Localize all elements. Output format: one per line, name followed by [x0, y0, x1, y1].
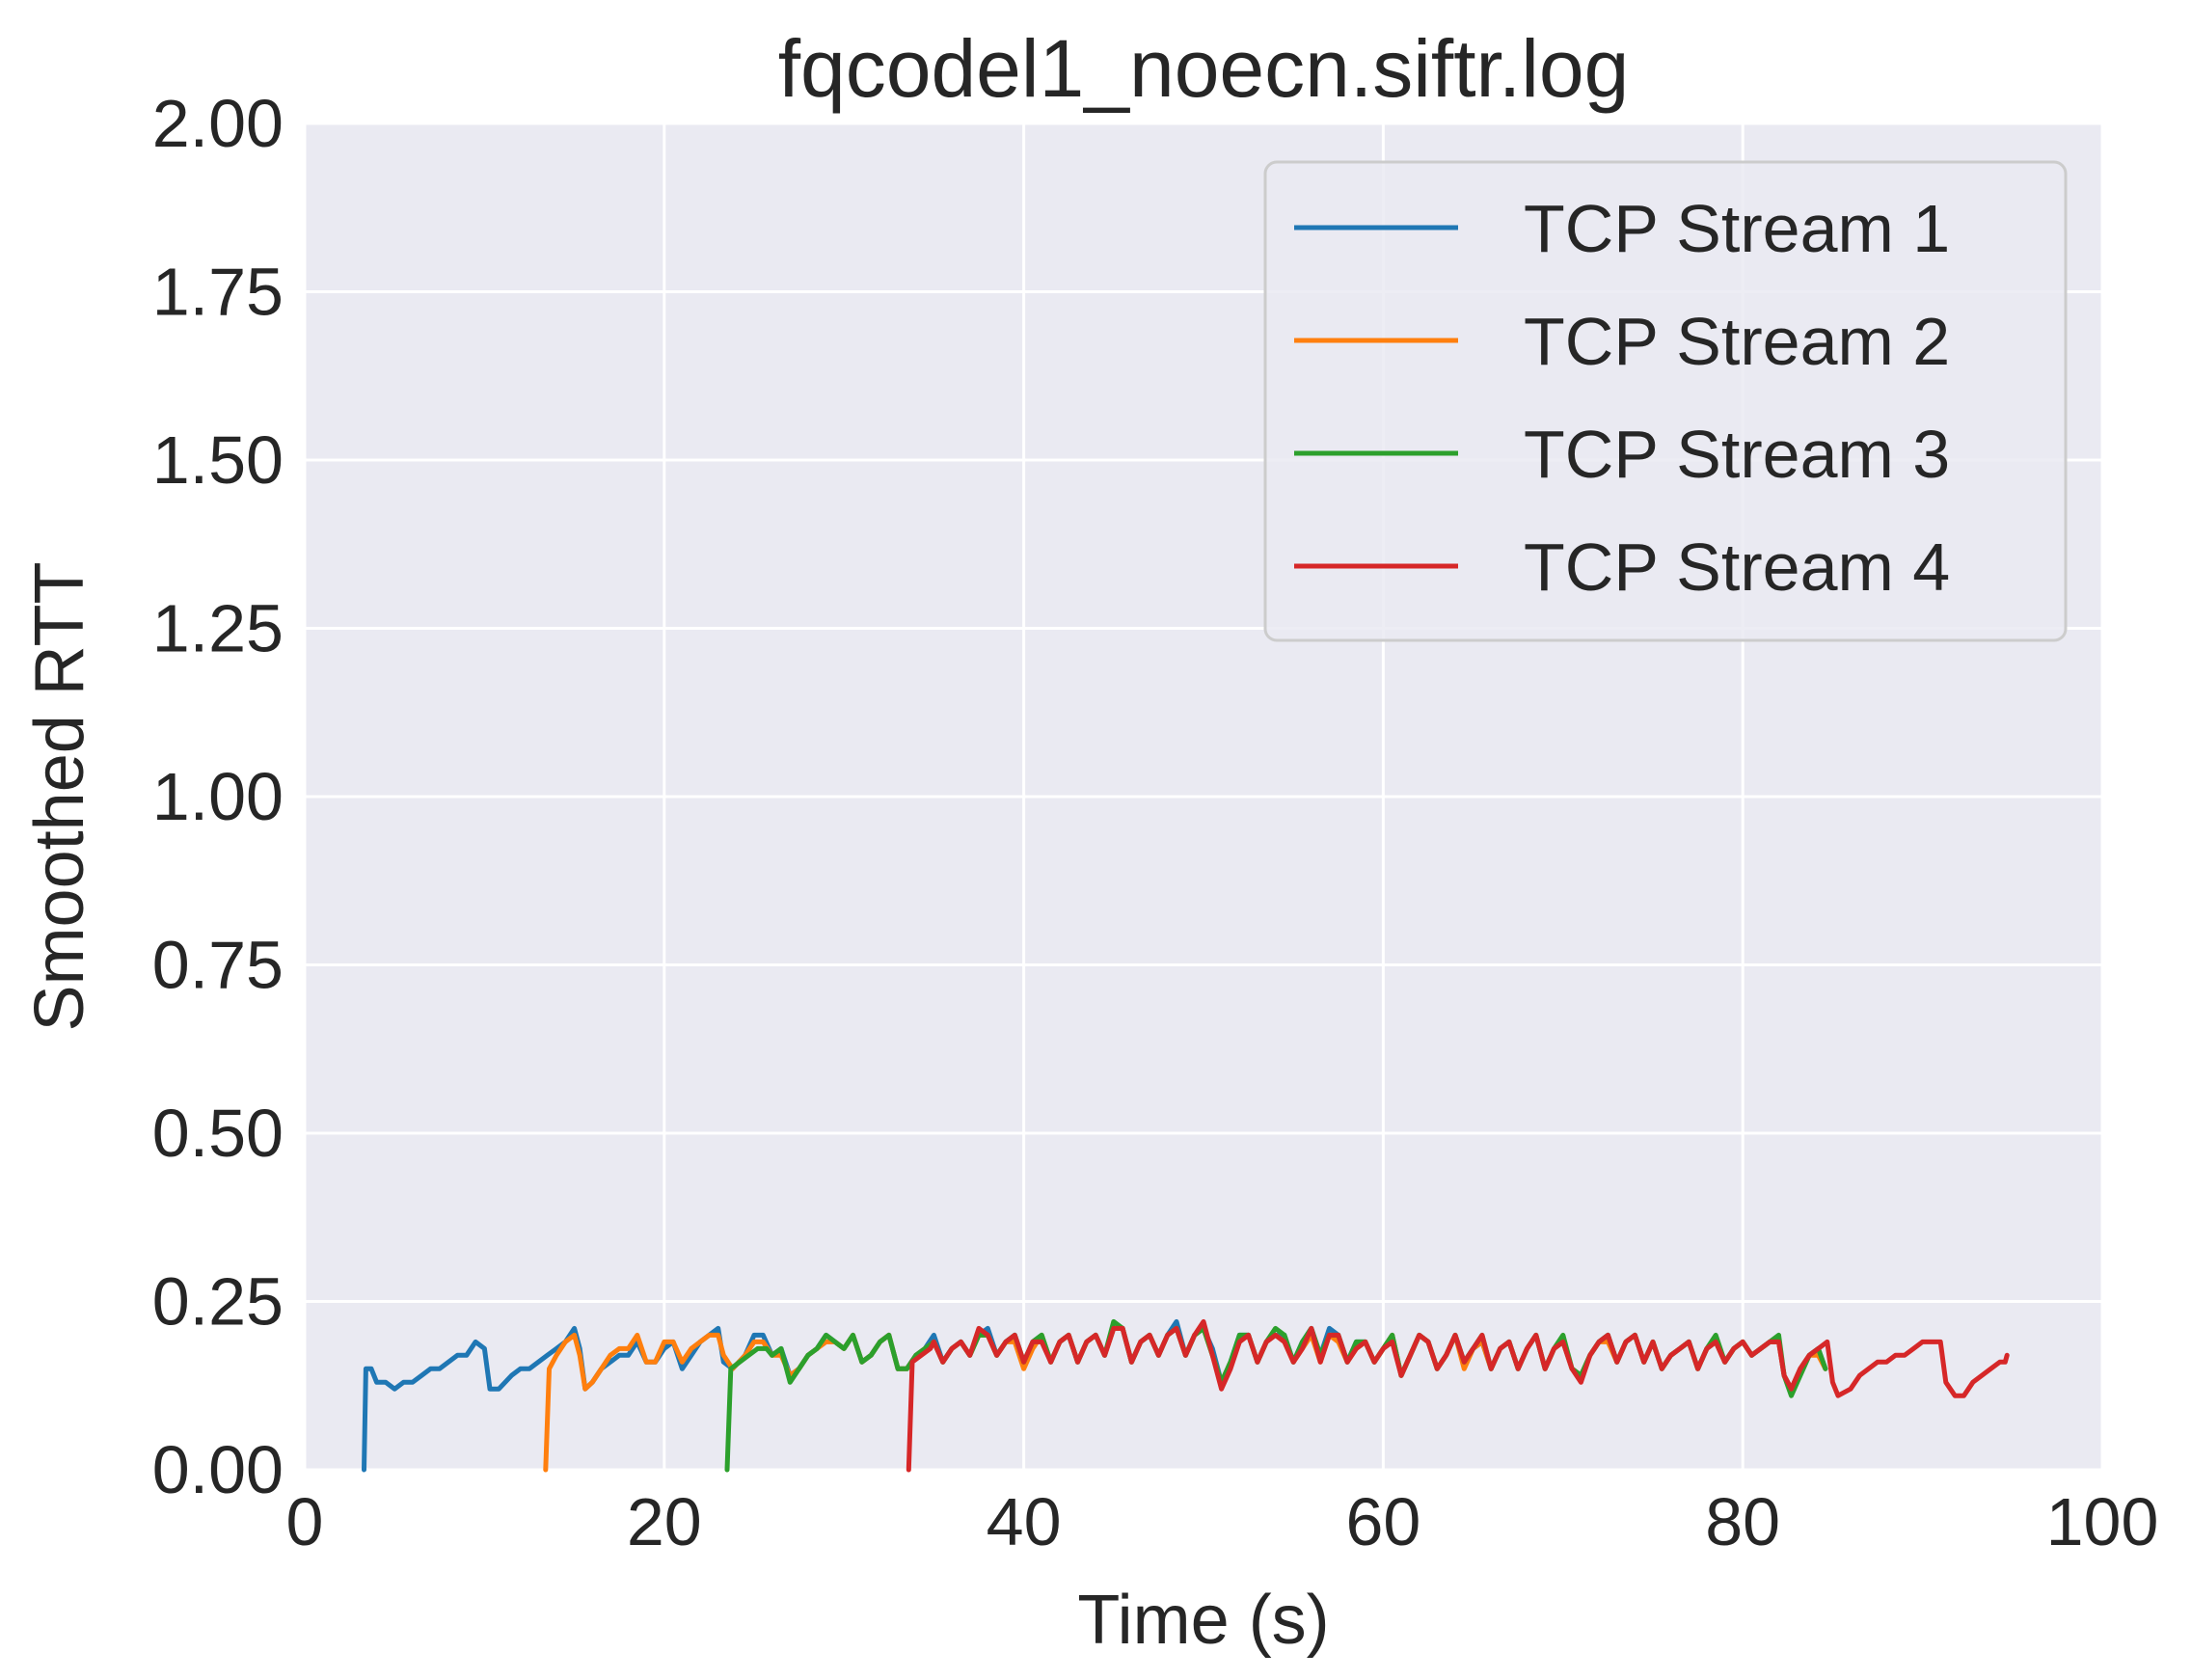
y-tick-label: 0.00: [152, 1432, 284, 1507]
x-tick-label: 0: [286, 1484, 324, 1559]
legend-items: TCP Stream 1 TCP Stream 2 TCP Stream 3 TCP …: [1294, 191, 1950, 605]
series-line-tcp-stream-4: [906, 1318, 2010, 1473]
y-tick-label: 1.50: [152, 422, 284, 498]
y-axis-ticks: 0.00 0.25 0.50 0.75 1.00 1.25 1.50 1.75 2.00: [152, 86, 284, 1507]
legend-label-tcp-stream-4: TCP Stream 4: [1524, 529, 1950, 605]
y-tick-label: 0.25: [152, 1264, 284, 1340]
y-tick-label: 1.25: [152, 591, 284, 666]
y-tick-label: 1.75: [152, 255, 284, 330]
x-tick-label: 20: [627, 1484, 702, 1559]
x-axis-ticks: 0 20 40 60 80 100: [286, 1484, 2159, 1559]
series-layer: [362, 1318, 2010, 1473]
y-tick-label: 2.00: [152, 86, 284, 161]
legend-label-tcp-stream-2: TCP Stream 2: [1524, 304, 1950, 379]
y-axis-label: Smoothed RTT: [21, 562, 98, 1032]
grid-lines: [303, 122, 2104, 1472]
x-axis-label: Time (s): [1077, 1582, 1329, 1659]
x-tick-label: 80: [1705, 1484, 1780, 1559]
y-tick-label: 0.75: [152, 928, 284, 1003]
x-tick-label: 60: [1345, 1484, 1420, 1559]
x-tick-label: 100: [2046, 1484, 2159, 1559]
y-tick-label: 1.00: [152, 759, 284, 834]
legend-box: [1263, 160, 2068, 642]
chart-title: fqcodel1_noecn.siftr.log: [778, 23, 1630, 114]
legend-label-tcp-stream-3: TCP Stream 3: [1524, 417, 1950, 492]
legend-label-tcp-stream-1: TCP Stream 1: [1524, 191, 1950, 266]
y-tick-label: 0.50: [152, 1096, 284, 1171]
x-tick-label: 40: [987, 1484, 1062, 1559]
legend: TCP Stream 1 TCP Stream 2 TCP Stream 3 TCP …: [1263, 160, 2068, 642]
